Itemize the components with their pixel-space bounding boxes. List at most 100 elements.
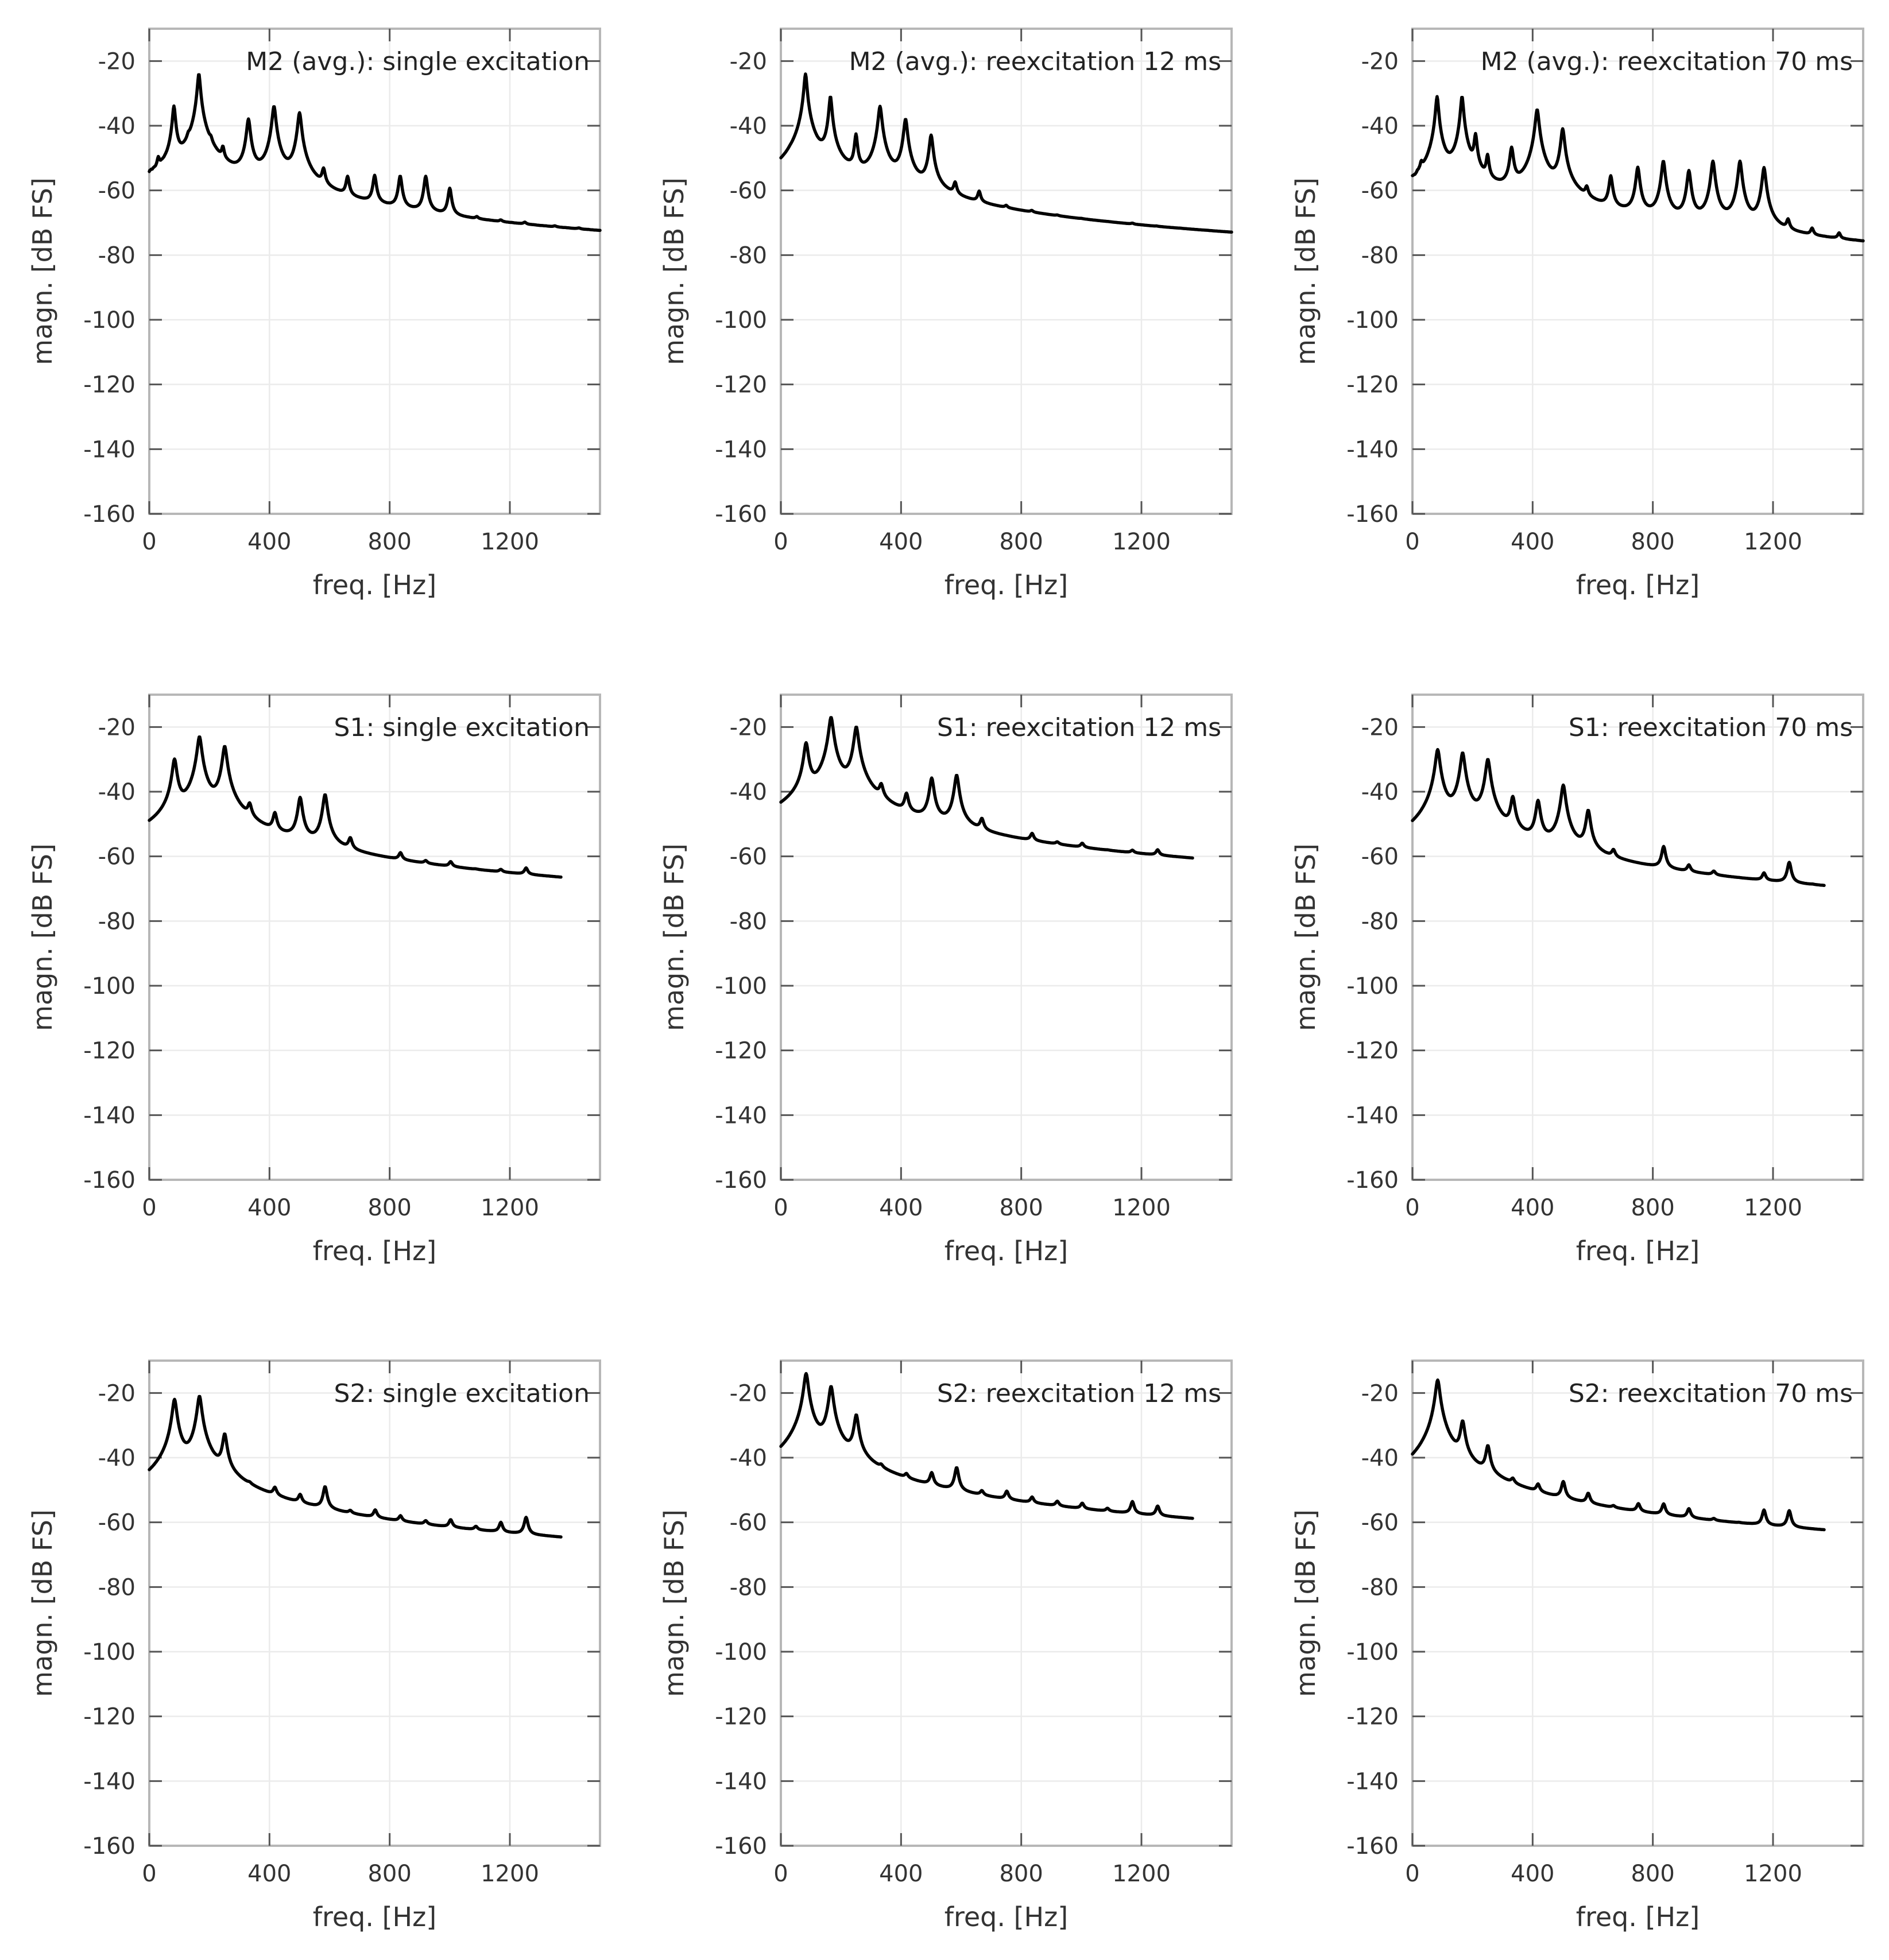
x-tick-label: 1200	[481, 1195, 539, 1221]
y-tick-label: -40	[730, 113, 767, 140]
y-axis-label: magn. [dB FS]	[659, 843, 690, 1031]
subplot-title: S2: reexcitation 12 ms	[937, 1379, 1221, 1408]
y-tick-label: -40	[98, 779, 136, 805]
y-tick-label: -140	[83, 1768, 136, 1795]
x-tick-label: 800	[999, 1195, 1043, 1221]
axes-frame	[148, 1359, 601, 1847]
x-tick-label: 400	[247, 1861, 291, 1887]
y-tick-label: -40	[730, 1445, 767, 1471]
x-tick-label: 1200	[1744, 529, 1802, 555]
spectrum-line	[1411, 747, 1826, 887]
x-tick-label: 0	[1405, 529, 1419, 555]
y-tick-label: -80	[1361, 242, 1399, 269]
y-tick-label: -100	[715, 307, 767, 334]
y-tick-label: -100	[83, 1639, 136, 1665]
y-tick-label: -20	[1361, 714, 1399, 741]
subplot-title: M2 (avg.): single excitation	[246, 47, 590, 76]
subplot-2: 0 400 800 1200 -20 -40 -60 -80 -100 -120 -140 -160 f…	[659, 28, 1233, 601]
y-tick-label: -20	[98, 714, 136, 741]
x-tick-label: 800	[367, 529, 411, 555]
y-tick-label: -160	[83, 501, 136, 528]
x-tick-label: 800	[367, 1195, 411, 1221]
y-tick-label: -160	[715, 501, 767, 528]
x-tick-label: 1200	[1112, 1195, 1171, 1221]
y-tick-label: -80	[98, 242, 136, 269]
subplot-3: 0 400 800 1200 -20 -40 -60 -80 -100 -120 -140 -160 f…	[1290, 28, 1865, 601]
axes-frame	[1411, 694, 1864, 1181]
y-tick-label: -140	[715, 436, 767, 463]
y-tick-label: -160	[83, 1167, 136, 1194]
y-tick-label: -160	[1346, 501, 1399, 528]
y-axis-label: magn. [dB FS]	[27, 1509, 58, 1697]
x-tick-label: 400	[1511, 1861, 1554, 1887]
x-tick-label: 1200	[1744, 1861, 1802, 1887]
x-tick-label: 0	[142, 1195, 156, 1221]
y-tick-label: -20	[730, 1380, 767, 1407]
x-tick-label: 800	[1631, 1861, 1674, 1887]
y-tick-label: -20	[1361, 1380, 1399, 1407]
x-tick-label: 800	[999, 529, 1043, 555]
x-tick-label: 1200	[481, 529, 539, 555]
x-tick-label: 1200	[1112, 1861, 1171, 1887]
subplot-title: S2: reexcitation 70 ms	[1569, 1379, 1853, 1408]
x-tick-label: 1200	[1112, 529, 1171, 555]
subplot-title: S1: reexcitation 70 ms	[1569, 713, 1853, 742]
y-tick-label: -140	[1346, 1768, 1399, 1795]
y-tick-label: -20	[98, 1380, 136, 1407]
subplot-title: S1: reexcitation 12 ms	[937, 713, 1221, 742]
x-tick-label: 0	[773, 1195, 788, 1221]
axes-frame	[780, 694, 1233, 1181]
y-tick-label: -40	[98, 1445, 136, 1471]
y-tick-label: -140	[1346, 1102, 1399, 1129]
y-axis-label: magn. [dB FS]	[1290, 843, 1321, 1031]
x-axis-label: freq. [Hz]	[1576, 570, 1700, 601]
spectrum-line	[779, 72, 1233, 234]
y-tick-label: -160	[715, 1833, 767, 1860]
subplot-9: 0 400 800 1200 -20 -40 -60 -80 -100 -120 -140 -160 f…	[1290, 1359, 1864, 1932]
x-tick-label: 1200	[1744, 1195, 1802, 1221]
y-tick-label: -80	[98, 1574, 136, 1601]
subplot-7: 0 400 800 1200 -20 -40 -60 -80 -100 -120 -140 -160 f…	[27, 1359, 601, 1932]
x-axis-label: freq. [Hz]	[1576, 1901, 1700, 1932]
x-axis-label: freq. [Hz]	[945, 570, 1068, 601]
y-tick-label: -80	[1361, 908, 1399, 935]
y-tick-label: -140	[1346, 436, 1399, 463]
y-tick-label: -20	[730, 714, 767, 741]
y-tick-label: -140	[83, 436, 136, 463]
y-tick-label: -100	[715, 1639, 767, 1665]
y-tick-label: -60	[1361, 844, 1399, 870]
y-axis-label: magn. [dB FS]	[1290, 1509, 1321, 1697]
y-tick-label: -20	[1361, 48, 1399, 75]
y-tick-label: -80	[730, 1574, 767, 1601]
y-axis-label: magn. [dB FS]	[659, 1509, 690, 1697]
y-tick-label: -20	[98, 48, 136, 75]
y-tick-label: -60	[730, 1510, 767, 1536]
x-tick-label: 400	[1511, 1195, 1554, 1221]
y-tick-label: -120	[1346, 1704, 1399, 1730]
y-tick-label: -100	[715, 973, 767, 1000]
x-tick-label: 400	[1511, 529, 1554, 555]
y-tick-label: -120	[1346, 1038, 1399, 1064]
subplot-1: 0 400 800 1200 -20 -40 -60 -80 -100 -120 -140 -160 f…	[27, 28, 602, 601]
y-tick-label: -140	[715, 1102, 767, 1129]
y-tick-label: -80	[730, 908, 767, 935]
y-tick-label: -60	[98, 178, 136, 204]
x-tick-label: 400	[879, 1861, 923, 1887]
subplot-4: 0 400 800 1200 -20 -40 -60 -80 -100 -120 -140 -160 f…	[27, 694, 601, 1266]
y-tick-label: -40	[730, 779, 767, 805]
y-tick-label: -40	[1361, 779, 1399, 805]
axes-frame	[780, 28, 1233, 515]
y-tick-label: -120	[83, 1704, 136, 1730]
y-tick-label: -160	[715, 1167, 767, 1194]
y-tick-label: -40	[1361, 113, 1399, 140]
x-tick-label: 800	[1631, 1195, 1674, 1221]
y-tick-label: -60	[1361, 178, 1399, 204]
axes-frame	[1411, 28, 1864, 515]
x-axis-label: freq. [Hz]	[313, 570, 436, 601]
spectrum-line	[148, 73, 602, 232]
x-axis-label: freq. [Hz]	[1576, 1235, 1700, 1266]
subplot-title: S1: single excitation	[334, 713, 590, 742]
y-axis-label: magn. [dB FS]	[1290, 177, 1321, 365]
y-axis-label: magn. [dB FS]	[659, 177, 690, 365]
